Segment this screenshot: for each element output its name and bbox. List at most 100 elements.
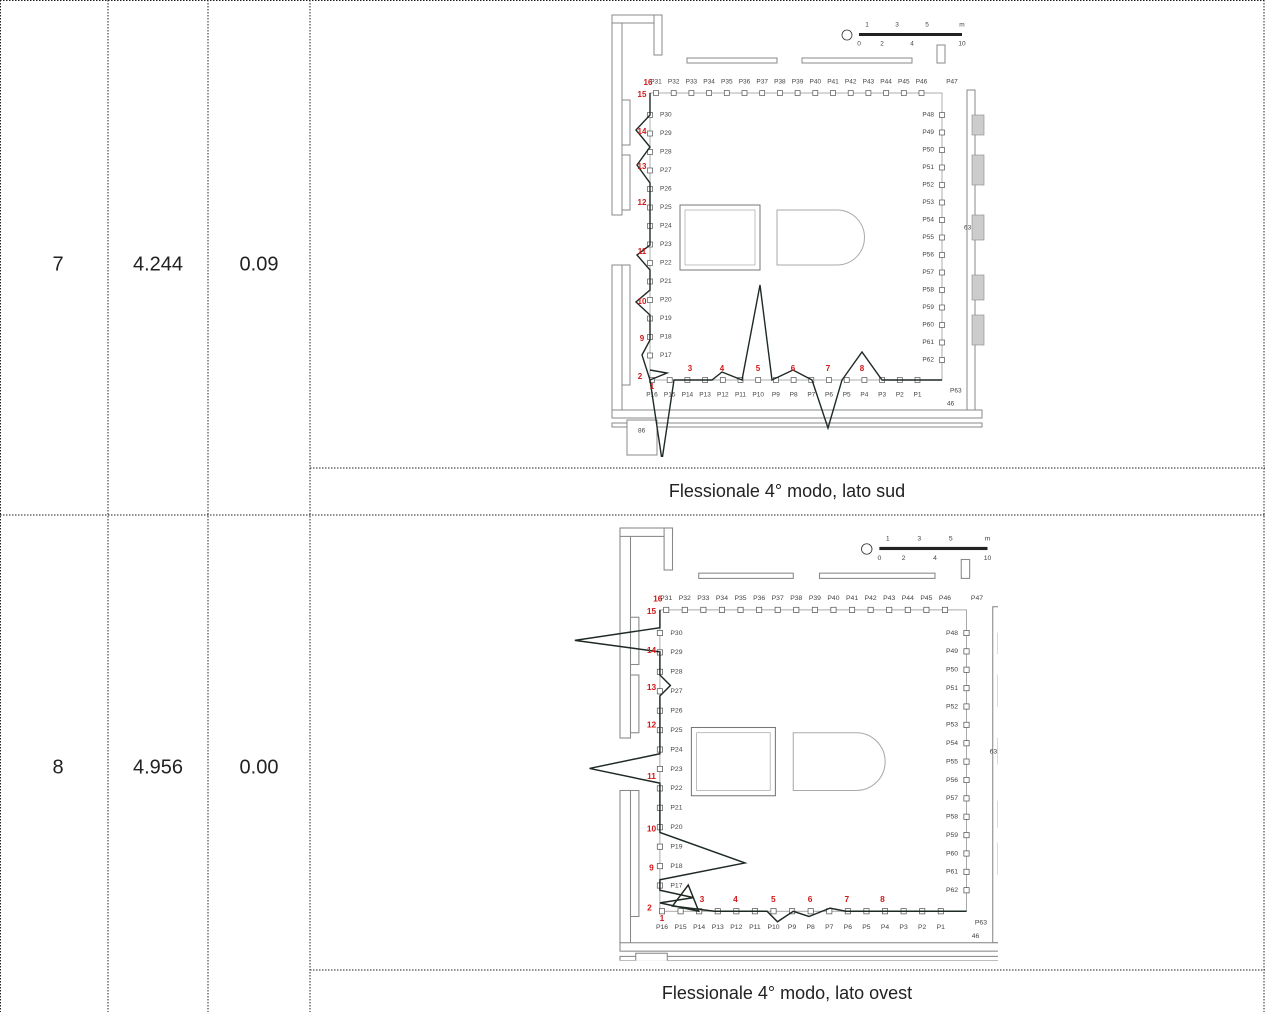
scale-label: 3 xyxy=(895,22,899,29)
sensor-label: 8 xyxy=(860,364,865,373)
pillar xyxy=(794,90,801,96)
sensor-label: 16 xyxy=(653,594,663,604)
fountain xyxy=(690,726,776,797)
pillar-label: P3 xyxy=(899,924,908,931)
pillar xyxy=(666,377,673,383)
pillar-label: P30 xyxy=(670,630,682,637)
pillar-label: P19 xyxy=(660,315,672,322)
scale-label: 5 xyxy=(949,535,953,542)
pillar-label: P13 xyxy=(699,392,711,399)
pillar-label: P14 xyxy=(693,924,705,931)
pillar-label: P40 xyxy=(810,79,822,86)
wall xyxy=(611,264,623,416)
pillar xyxy=(963,795,970,802)
pillar-label: P43 xyxy=(883,595,895,602)
pillar xyxy=(963,648,970,655)
pillar-label: P48 xyxy=(922,112,934,119)
scale-label: 0 xyxy=(877,555,881,562)
pillar-label: P36 xyxy=(753,595,765,602)
scale-label: 1 xyxy=(886,535,890,542)
mass: 0.09 xyxy=(240,253,279,275)
pillar-label: P18 xyxy=(660,334,672,341)
pillar xyxy=(939,164,945,171)
caption: Flessionale 4° modo, lato sud xyxy=(669,481,905,501)
pillar-label: P16 xyxy=(656,924,668,931)
pillar-label: P17 xyxy=(660,352,672,359)
pillar xyxy=(759,90,766,96)
pillar-label: P39 xyxy=(792,79,804,86)
sensor-label: 13 xyxy=(638,162,647,171)
pillar xyxy=(790,377,797,383)
scale-bar xyxy=(879,546,988,551)
pillar xyxy=(939,217,945,223)
pillar-label: P42 xyxy=(865,595,877,602)
mode-shape xyxy=(659,883,967,923)
pillar-label: P58 xyxy=(946,814,958,821)
fountain xyxy=(684,209,756,266)
pillar-label: P43 xyxy=(863,79,875,86)
wall xyxy=(619,955,998,961)
pillar xyxy=(719,377,726,383)
scale-label: 5 xyxy=(925,22,929,29)
pillar-label: P44 xyxy=(902,595,914,602)
pillar-label: P39 xyxy=(809,595,821,602)
scale-label: 4 xyxy=(933,555,937,562)
pillar xyxy=(939,339,945,346)
pillar-label: P34 xyxy=(703,79,715,86)
pillar-label: P47 xyxy=(946,79,958,86)
pillar-label: P12 xyxy=(717,392,729,399)
pillar-label: P45 xyxy=(920,595,932,602)
pillar xyxy=(688,90,695,96)
mass: 0.00 xyxy=(240,756,279,778)
room-label: 86 xyxy=(638,428,646,435)
pillar-label: P11 xyxy=(749,924,761,931)
pillar-label: P49 xyxy=(946,648,958,655)
pillar xyxy=(963,666,970,673)
mode-shape xyxy=(634,93,651,381)
pillar-label: P37 xyxy=(756,79,768,86)
sensor-label: 14 xyxy=(638,127,647,136)
sensor-label: 4 xyxy=(720,364,725,373)
apse xyxy=(776,209,865,266)
pillar-label: P52 xyxy=(922,182,934,189)
pillar xyxy=(663,606,670,613)
sensor-label: 6 xyxy=(808,894,813,904)
pillar-label: P5 xyxy=(843,392,851,399)
pillar xyxy=(826,377,832,383)
sensor-label: 8 xyxy=(880,894,885,904)
pillar xyxy=(963,850,970,857)
wall xyxy=(629,616,640,666)
pillar xyxy=(963,777,970,783)
sensor-label: 2 xyxy=(638,372,643,381)
pillar xyxy=(963,721,970,728)
pillar-label: P10 xyxy=(752,392,764,399)
wall xyxy=(629,789,640,918)
fountain xyxy=(679,204,761,271)
pillar xyxy=(677,908,684,915)
scale-label: 3 xyxy=(917,535,921,542)
sensor-label: 10 xyxy=(638,297,647,306)
pillar-label: P5 xyxy=(862,924,871,931)
pillar xyxy=(741,90,748,96)
pillar-label: P41 xyxy=(827,79,839,86)
pillar-label: P58 xyxy=(922,287,934,294)
pillar-label: P54 xyxy=(946,740,958,747)
pillar xyxy=(793,606,800,613)
pillar xyxy=(647,260,653,266)
scale-label: 2 xyxy=(880,41,884,48)
wall xyxy=(629,674,640,734)
wall xyxy=(997,632,998,655)
pillar xyxy=(886,606,893,613)
pillar xyxy=(681,606,688,613)
wall xyxy=(997,842,998,875)
pillar-label: P20 xyxy=(660,297,672,304)
wall xyxy=(971,154,985,186)
pillar-label: P45 xyxy=(898,79,910,86)
pillar-label: P14 xyxy=(682,392,694,399)
pillar-label: P6 xyxy=(844,924,853,931)
wall xyxy=(619,942,998,952)
pillar xyxy=(923,606,930,613)
wall xyxy=(818,572,936,579)
pillar xyxy=(656,863,663,870)
